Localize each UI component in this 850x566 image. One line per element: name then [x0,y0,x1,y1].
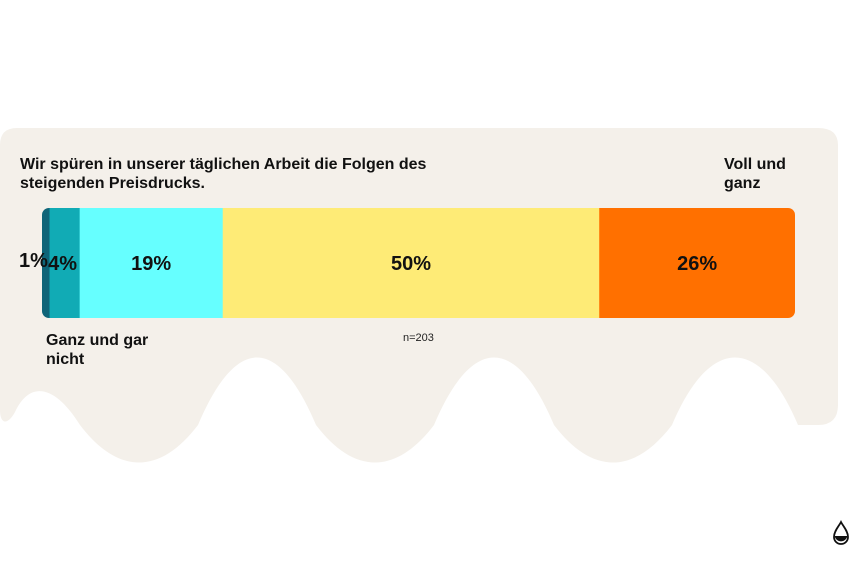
scale-end-label: Voll und ganz [724,156,786,192]
scale-start-label: Ganz und gar nicht [46,332,149,368]
chart-title: Wir spüren in unserer täglichen Arbeit d… [20,156,427,192]
bar-segment-2 [49,208,81,318]
bar-segment-4 [222,208,600,318]
segment-value-label-5: 26% [677,253,717,275]
segment-value-label-2: 4% [48,253,77,275]
segment-label-outside: 1% [19,250,48,272]
sample-size-note: n=203 [403,332,434,344]
segment-value-label-4: 50% [391,253,431,275]
bar-segment-5 [599,208,795,318]
bar-segment-1 [42,208,51,318]
bar-segment-3 [79,208,224,318]
drop-logo-icon [833,520,849,545]
segment-value-label-3: 19% [131,253,171,275]
